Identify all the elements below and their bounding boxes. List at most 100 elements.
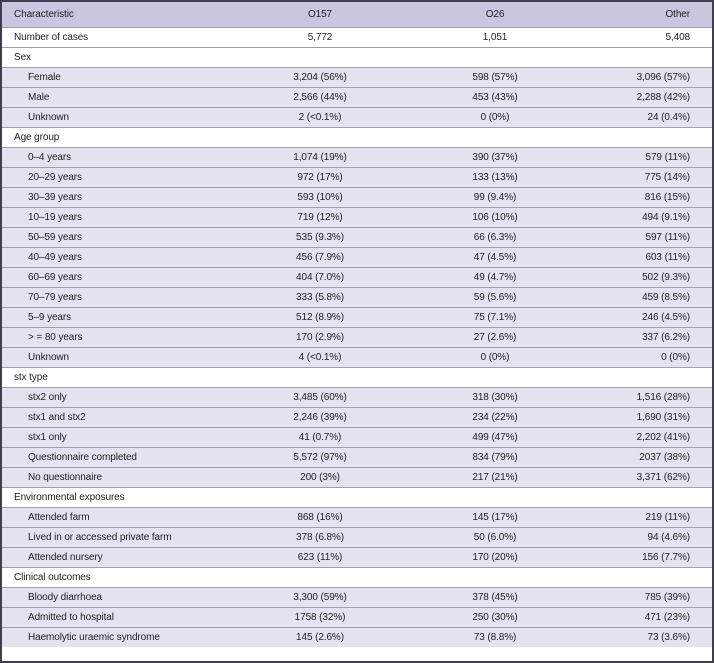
value-o157: 456 (7.9%)	[240, 247, 400, 268]
column-header-other: Other	[590, 2, 712, 28]
value-other: 246 (4.5%)	[590, 307, 712, 328]
value-o26: 390 (37%)	[400, 147, 590, 168]
table-row: Female 3,204 (56%) 598 (57%) 3,096 (57%)	[2, 67, 712, 88]
value-o26: 234 (22%)	[400, 407, 590, 428]
row-label: 60–69 years	[2, 267, 240, 288]
value-o26: 1,051	[400, 27, 590, 48]
table-row: 20–29 years 972 (17%) 133 (13%) 775 (14%)	[2, 167, 712, 188]
row-label: > = 80 years	[2, 327, 240, 348]
value-o157: 3,300 (59%)	[240, 587, 400, 608]
value-other: 3,096 (57%)	[590, 67, 712, 88]
row-label: 30–39 years	[2, 187, 240, 208]
section-row: stx type	[2, 367, 712, 388]
value-o26: 217 (21%)	[400, 467, 590, 488]
table-row: Questionnaire completed 5,572 (97%) 834 (7…	[2, 447, 712, 468]
value-o26: 49 (4.7%)	[400, 267, 590, 288]
value-o157: 2 (<0.1%)	[240, 107, 400, 128]
value-o26: 145 (17%)	[400, 507, 590, 528]
section-row: Age group	[2, 127, 712, 148]
value-other: 579 (11%)	[590, 147, 712, 168]
value-o157: 868 (16%)	[240, 507, 400, 528]
table-row: 5–9 years 512 (8.9%) 75 (7.1%) 246 (4.5%)	[2, 307, 712, 328]
section-label: stx type	[2, 367, 712, 388]
table-row: 0–4 years 1,074 (19%) 390 (37%) 579 (11%)	[2, 147, 712, 168]
table-row: 10–19 years 719 (12%) 106 (10%) 494 (9.1%)	[2, 207, 712, 228]
value-other: 94 (4.6%)	[590, 527, 712, 548]
value-o26: 834 (79%)	[400, 447, 590, 468]
value-other: 1,516 (28%)	[590, 387, 712, 408]
value-other: 0 (0%)	[590, 347, 712, 368]
value-other: 73 (3.6%)	[590, 627, 712, 647]
value-other: 156 (7.7%)	[590, 547, 712, 568]
value-o26: 0 (0%)	[400, 347, 590, 368]
value-o157: 2,566 (44%)	[240, 87, 400, 108]
table-row: stx1 and stx2 2,246 (39%) 234 (22%) 1,690 (…	[2, 407, 712, 428]
value-o26: 133 (13%)	[400, 167, 590, 188]
value-o157: 41 (0.7%)	[240, 427, 400, 448]
section-label: Age group	[2, 127, 712, 148]
row-label: Bloody diarrhoea	[2, 587, 240, 608]
column-header-characteristic: Characteristic	[2, 2, 240, 28]
value-o26: 73 (8.8%)	[400, 627, 590, 647]
value-o26: 378 (45%)	[400, 587, 590, 608]
value-o26: 598 (57%)	[400, 67, 590, 88]
section-label: Environmental exposures	[2, 487, 712, 508]
value-o157: 200 (3%)	[240, 467, 400, 488]
value-o26: 99 (9.4%)	[400, 187, 590, 208]
row-label: Lived in or accessed private farm	[2, 527, 240, 548]
value-other: 603 (11%)	[590, 247, 712, 268]
value-o157: 3,485 (60%)	[240, 387, 400, 408]
row-label: No questionnaire	[2, 467, 240, 488]
value-other: 494 (9.1%)	[590, 207, 712, 228]
table-row: stx1 only 41 (0.7%) 499 (47%) 2,202 (41%)	[2, 427, 712, 448]
section-row: Sex	[2, 47, 712, 68]
value-o157: 170 (2.9%)	[240, 327, 400, 348]
value-o157: 1758 (32%)	[240, 607, 400, 628]
row-label: Unknown	[2, 347, 240, 368]
value-o157: 333 (5.8%)	[240, 287, 400, 308]
table-row: Unknown 2 (<0.1%) 0 (0%) 24 (0.4%)	[2, 107, 712, 128]
column-header-o26: O26	[400, 2, 590, 28]
table-row: Bloody diarrhoea 3,300 (59%) 378 (45%) 785 …	[2, 587, 712, 608]
row-label: 5–9 years	[2, 307, 240, 328]
table-row: Number of cases 5,772 1,051 5,408	[2, 27, 712, 48]
row-label: Number of cases	[2, 27, 240, 48]
row-label: Female	[2, 67, 240, 88]
row-label: 10–19 years	[2, 207, 240, 228]
value-other: 502 (9.3%)	[590, 267, 712, 288]
value-o157: 972 (17%)	[240, 167, 400, 188]
value-o26: 453 (43%)	[400, 87, 590, 108]
row-label: Attended farm	[2, 507, 240, 528]
section-row: Environmental exposures	[2, 487, 712, 508]
value-other: 816 (15%)	[590, 187, 712, 208]
value-other: 2,288 (42%)	[590, 87, 712, 108]
table-body: Number of cases 5,772 1,051 5,408 Sex Female 3…	[2, 27, 712, 647]
value-o26: 66 (6.3%)	[400, 227, 590, 248]
value-o26: 250 (30%)	[400, 607, 590, 628]
value-other: 785 (39%)	[590, 587, 712, 608]
table-header-row: Characteristic O157 O26 Other	[2, 2, 712, 28]
row-label: 40–49 years	[2, 247, 240, 268]
value-other: 1,690 (31%)	[590, 407, 712, 428]
row-label: 50–59 years	[2, 227, 240, 248]
table-row: Attended nursery 623 (11%) 170 (20%) 156 (7…	[2, 547, 712, 568]
row-label: 70–79 years	[2, 287, 240, 308]
value-other: 459 (8.5%)	[590, 287, 712, 308]
row-label: Admitted to hospital	[2, 607, 240, 628]
row-label: Haemolytic uraemic syndrome	[2, 627, 240, 647]
value-other: 2,202 (41%)	[590, 427, 712, 448]
value-o157: 5,572 (97%)	[240, 447, 400, 468]
table-row: 50–59 years 535 (9.3%) 66 (6.3%) 597 (11%)	[2, 227, 712, 248]
value-o157: 719 (12%)	[240, 207, 400, 228]
row-label: stx1 and stx2	[2, 407, 240, 428]
value-o26: 59 (5.6%)	[400, 287, 590, 308]
value-o26: 106 (10%)	[400, 207, 590, 228]
value-o157: 535 (9.3%)	[240, 227, 400, 248]
value-o157: 623 (11%)	[240, 547, 400, 568]
table-header: Characteristic O157 O26 Other	[2, 2, 712, 28]
table-row: Male 2,566 (44%) 453 (43%) 2,288 (42%)	[2, 87, 712, 108]
value-o157: 512 (8.9%)	[240, 307, 400, 328]
value-other: 337 (6.2%)	[590, 327, 712, 348]
value-o26: 170 (20%)	[400, 547, 590, 568]
section-label: Sex	[2, 47, 712, 68]
